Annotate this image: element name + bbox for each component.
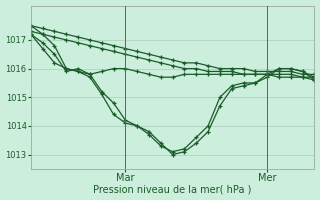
X-axis label: Pression niveau de la mer( hPa ): Pression niveau de la mer( hPa ) [93,184,252,194]
